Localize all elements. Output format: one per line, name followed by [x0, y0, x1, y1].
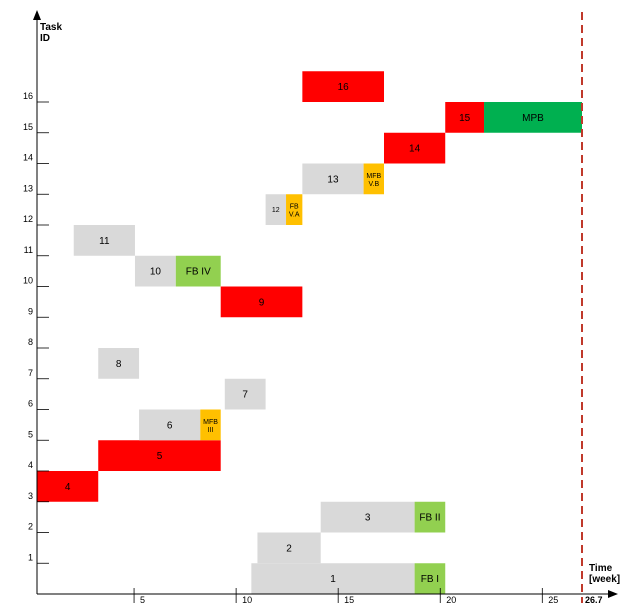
y-tick-label: 3 [28, 491, 33, 501]
y-tick-label: 1 [28, 552, 33, 562]
bar-label-part: V.B [368, 181, 379, 188]
y-axis-arrow [33, 10, 41, 20]
bar-label-11: 9 [259, 297, 265, 308]
bar-label-12: 10 [150, 267, 162, 278]
bar-3 [320, 501, 415, 533]
bar-label-part: FB [290, 204, 299, 211]
axes-layer: TaskIDTime[week]123456789101112131415165… [23, 10, 620, 603]
bar-label-15: 12 [272, 207, 280, 214]
y-tick-label: 2 [28, 522, 33, 532]
bar-label-20: 15 [459, 113, 471, 124]
x-tick-label: 20 [446, 595, 456, 603]
y-tick-label: 9 [28, 306, 33, 316]
y-tick-label: 13 [23, 183, 33, 193]
bar-18 [363, 163, 385, 195]
y-tick-label: 6 [28, 399, 33, 409]
bar-16 [286, 194, 303, 225]
bar-14 [73, 225, 135, 256]
bar-21 [484, 102, 582, 133]
bar-label-part: MFB [366, 173, 381, 180]
bar-9 [224, 378, 266, 410]
x-tick-label: 15 [344, 595, 354, 603]
x-axis-label: [week] [589, 574, 620, 585]
bar-19 [384, 132, 446, 164]
bar-label-9: 7 [242, 390, 248, 401]
bar-label-10: 8 [116, 359, 122, 370]
x-tick-label: 5 [140, 595, 145, 603]
bar-label-17: 13 [327, 174, 339, 185]
bar-7 [139, 409, 201, 441]
bar-10 [98, 348, 140, 379]
y-tick-label: 14 [23, 153, 33, 163]
bar-22 [302, 71, 385, 102]
bar-label-part: MFB [203, 419, 218, 426]
bar-17 [302, 163, 364, 195]
x-tick-label: 25 [548, 595, 558, 603]
bar-label-1: FB I [421, 574, 439, 585]
bar-label-part: V.A [289, 212, 300, 219]
bar-label-21: MPB [522, 113, 544, 124]
x-tick-label: 10 [242, 595, 252, 603]
x-axis-arrow [608, 590, 618, 598]
x-axis-label: Time [589, 563, 613, 574]
bar-4 [414, 501, 446, 533]
y-tick-label: 8 [28, 337, 33, 347]
bar-label-16: FB V.A [289, 204, 300, 219]
bar-label-6: 5 [157, 451, 163, 462]
y-tick-label: 5 [28, 429, 33, 439]
bar-label-2: 2 [286, 543, 292, 554]
y-tick-label: 15 [23, 122, 33, 132]
bar-12 [134, 255, 176, 287]
y-axis-label: ID [40, 33, 50, 44]
y-tick-label: 11 [24, 245, 33, 255]
bar-label-19: 14 [409, 144, 421, 155]
bar-label-5: 4 [65, 482, 71, 493]
bar-5 [37, 471, 99, 502]
bar-13 [175, 255, 221, 287]
bar-8 [200, 409, 221, 441]
deadline-label: 26,7 [585, 595, 603, 603]
bar-20 [445, 102, 485, 133]
bar-label-3: 3 [365, 513, 371, 524]
y-axis-label: Task [40, 22, 62, 33]
bar-label-part: III [208, 427, 214, 434]
bar-label-0: 1 [330, 574, 336, 585]
bar-15 [265, 194, 287, 225]
bar-0 [251, 563, 415, 594]
bar-label-13: FB IV [186, 267, 211, 278]
y-tick-label: 16 [23, 91, 33, 101]
y-tick-label: 10 [23, 276, 33, 286]
bar-label-4: FB II [419, 513, 440, 524]
y-tick-label: 12 [23, 214, 33, 224]
bar-label-14: 11 [99, 236, 110, 247]
bar-6 [98, 440, 221, 471]
bar-label-18: MFB V.B [366, 173, 381, 188]
y-tick-label: 7 [28, 368, 33, 378]
bar-label-8: MFB III [203, 419, 218, 434]
bar-11 [220, 286, 303, 318]
bar-2 [257, 532, 321, 564]
bar-label-7: 6 [167, 420, 173, 431]
bar-label-22: 16 [338, 82, 350, 93]
y-tick-label: 4 [28, 460, 33, 470]
